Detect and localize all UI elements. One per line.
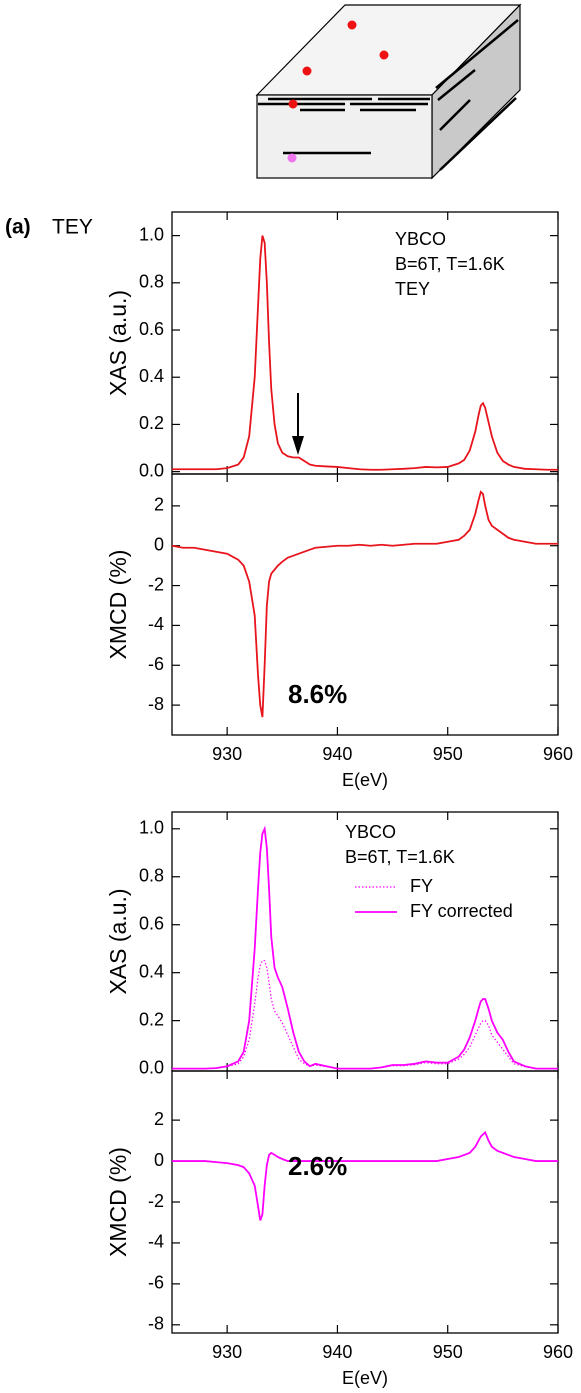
plot-frame (171, 211, 559, 475)
box-front (256, 94, 433, 179)
data-line (172, 1130, 558, 1221)
sample-dot (287, 153, 297, 163)
y-tick-label: -2 (148, 574, 164, 594)
x-tick-label: 930 (212, 744, 242, 764)
annotation: 2.6% (288, 1151, 347, 1181)
y-tick-label: -6 (148, 654, 164, 674)
y-tick-label: 0.2 (139, 1009, 164, 1029)
x-tick-label: 940 (322, 1342, 352, 1362)
sample-illustration (255, 3, 522, 180)
y-tick-label: 2 (154, 495, 164, 515)
y-tick-label: 2 (154, 1109, 164, 1129)
y-tick-label: 0.8 (139, 272, 164, 292)
x-axis-label: E(eV) (342, 1368, 388, 1388)
data-line (172, 235, 558, 471)
legend-label: FY (410, 876, 433, 896)
panel-label: (a) (5, 216, 31, 239)
y-tick-label: 0.6 (139, 913, 164, 933)
x-tick-label: 950 (433, 744, 463, 764)
arrow (292, 393, 304, 455)
annotation: YBCO (395, 229, 446, 249)
x-tick-label: 960 (543, 744, 573, 764)
plot-frame (171, 473, 559, 736)
y-axis-label: XMCD (%) (105, 550, 131, 660)
annotation: B=6T, T=1.6K (395, 254, 505, 274)
data-line (171, 490, 558, 718)
y-tick-label: 0.4 (139, 366, 164, 386)
y-axis-label: XAS (a.u.) (105, 290, 131, 396)
y-tick-label: 0.6 (139, 319, 164, 339)
y-tick-label: -8 (148, 694, 164, 714)
panel-tag: TEY (52, 216, 93, 239)
plot-frame (171, 1070, 559, 1334)
y-tick-label: 0.4 (139, 961, 164, 981)
data-line (172, 960, 558, 1070)
annotation: B=6T, T=1.6K (345, 847, 455, 867)
y-tick-label: -4 (148, 1232, 164, 1252)
annotation: 8.6% (288, 679, 347, 709)
data-line (172, 825, 558, 1070)
sample-dots (288, 20, 389, 109)
x-tick-label: 930 (212, 1342, 242, 1362)
y-tick-label: 1.0 (139, 224, 164, 244)
y-tick-label: -4 (148, 614, 164, 634)
annotation: YBCO (345, 822, 396, 842)
y-tick-label: 0 (154, 1150, 164, 1170)
y-tick-label: 0.0 (139, 1057, 164, 1077)
x-tick-label: 960 (543, 1342, 573, 1362)
x-tick-label: 950 (433, 1342, 463, 1362)
x-axis-label: E(eV) (342, 770, 388, 790)
y-tick-label: 0 (154, 534, 164, 554)
y-tick-label: -8 (148, 1314, 164, 1334)
y-axis-label: XMCD (%) (105, 1147, 131, 1257)
legend-label: FY corrected (410, 901, 513, 921)
y-tick-label: 1.0 (139, 818, 164, 838)
layer-lines (258, 19, 519, 171)
y-tick-label: 0.2 (139, 413, 164, 433)
y-tick-label: -2 (148, 1191, 164, 1211)
y-axis-label: XAS (a.u.) (105, 888, 131, 994)
y-tick-label: -6 (148, 1273, 164, 1293)
y-tick-label: 0.0 (139, 460, 164, 480)
annotation: TEY (395, 279, 430, 299)
y-tick-label: 0.8 (139, 866, 164, 886)
x-tick-label: 940 (322, 744, 352, 764)
